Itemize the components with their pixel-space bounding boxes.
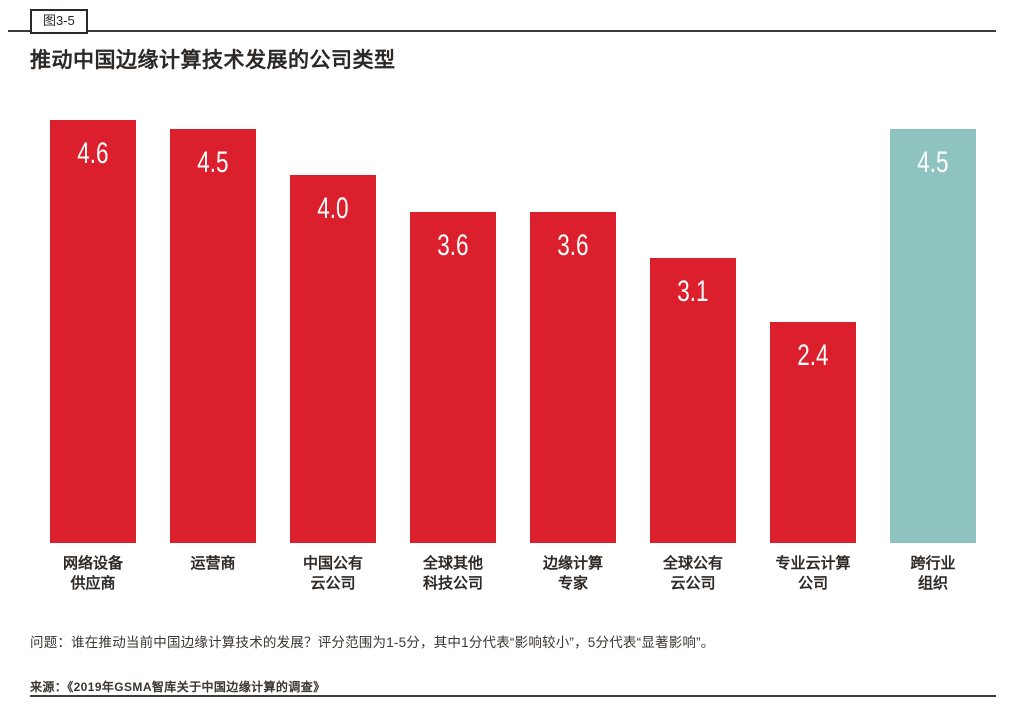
figure-number-badge: 图3-5 <box>30 9 88 34</box>
bar-3: 3.6 <box>410 212 496 543</box>
bar-value-label: 2.4 <box>797 339 829 372</box>
category-label-7: 跨行业 组织 <box>910 555 956 592</box>
category-label-4: 边缘计算 专家 <box>542 555 603 592</box>
bar-value-label: 4.0 <box>317 192 349 225</box>
bar-2: 4.0 <box>290 175 376 543</box>
category-label-0: 网络设备 供应商 <box>62 555 123 592</box>
category-label-5: 全球公有 云公司 <box>662 555 723 592</box>
category-label-2: 中国公有 云公司 <box>302 555 363 592</box>
source-note: 来源：《2019年GSMA智库关于中国边缘计算的调查》 <box>30 680 326 694</box>
category-label-1: 运营商 <box>190 555 236 572</box>
bar-0: 4.6 <box>50 120 136 543</box>
category-label-3: 全球其他 科技公司 <box>422 555 483 592</box>
bar-value-label: 3.1 <box>677 275 709 308</box>
bottom-rule <box>30 695 996 697</box>
bar-value-label: 4.5 <box>917 146 949 179</box>
survey-question-note: 问题：谁在推动当前中国边缘计算技术的发展？评分范围为1-5分，其中1分代表“影响… <box>30 635 715 650</box>
category-axis-labels: 网络设备 供应商 运营商 中国公有 云公司 全球其他 科技公司 边缘计算 专家 全球公有 云公司 专业… <box>50 554 976 604</box>
category-label-6: 专业云计算 公司 <box>775 555 851 592</box>
bar-4: 3.6 <box>530 212 616 543</box>
bar-value-label: 3.6 <box>437 229 469 262</box>
bar-6: 2.4 <box>770 322 856 543</box>
bar-value-label: 4.5 <box>197 146 229 179</box>
bar-1: 4.5 <box>170 129 256 543</box>
bar-value-label: 4.6 <box>77 137 109 170</box>
chart-title: 推动中国边缘计算技术发展的公司类型 <box>30 49 396 72</box>
bar-5: 3.1 <box>650 258 736 543</box>
bar-chart-plot-area: 4.6 4.5 4.0 3.6 3.6 3.1 2.4 4.5 <box>50 83 976 543</box>
bar-value-label: 3.6 <box>557 229 589 262</box>
bar-7: 4.5 <box>890 129 976 543</box>
top-rule <box>8 30 996 32</box>
